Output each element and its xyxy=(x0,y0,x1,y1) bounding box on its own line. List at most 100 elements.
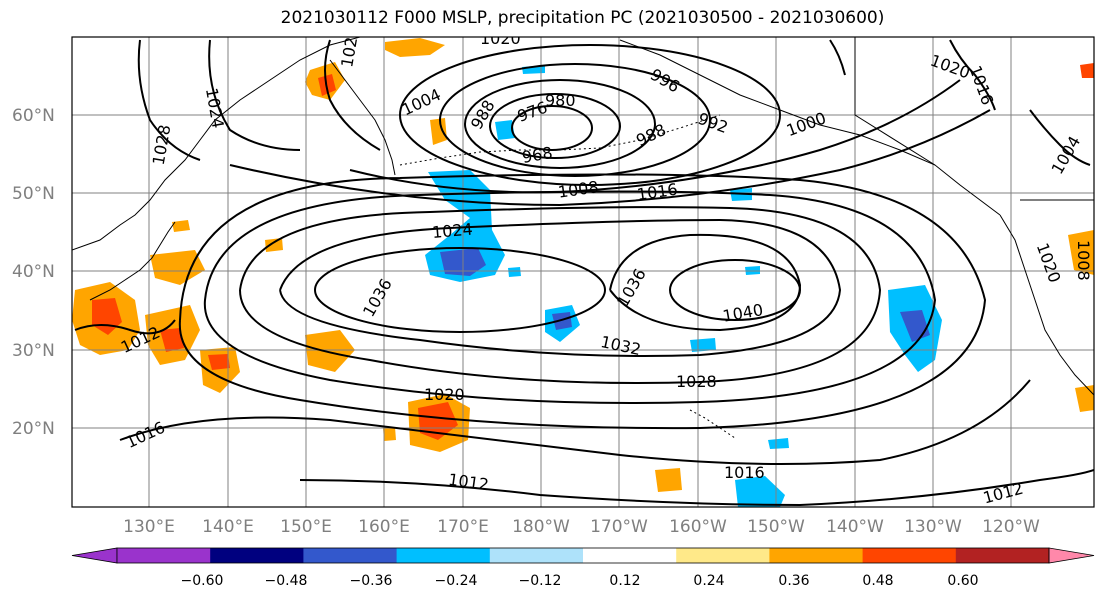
lat-label: 40°N xyxy=(12,262,55,282)
colorbar-segment xyxy=(303,548,398,563)
isobars xyxy=(74,39,1094,507)
colorbar-tick-label: 0.12 xyxy=(609,573,640,589)
colorbar-tick-label: 0.24 xyxy=(693,573,724,589)
colorbar-tick-label: −0.36 xyxy=(350,573,393,589)
precip-negative-patch xyxy=(508,267,521,277)
isobar-1020 xyxy=(178,173,987,430)
isobar-984 xyxy=(464,79,656,169)
precip-positive-patch xyxy=(1068,230,1094,275)
precip-positive-patch xyxy=(1075,385,1094,412)
colorbar-tick-label: 0.60 xyxy=(947,573,978,589)
precip-positive-patch xyxy=(172,220,190,232)
colorbar: −0.60 −0.48 −0.36 −0.24 −0.12 0.12 0.24 … xyxy=(71,547,1095,589)
isobar-1036 xyxy=(609,233,802,332)
precip-negative-patch xyxy=(735,476,785,507)
lat-labels: 60°N 50°N 40°N 30°N 20°N xyxy=(12,106,55,439)
graticule xyxy=(72,37,1094,507)
lon-label: 180°W xyxy=(512,517,570,537)
colorbar-tick-label: −0.12 xyxy=(519,573,562,589)
colorbar-segment xyxy=(210,548,304,563)
colorbar-tick-label: −0.48 xyxy=(265,573,308,589)
lon-label: 170°W xyxy=(590,517,648,537)
lat-label: 60°N xyxy=(12,106,55,126)
isobar-1004 xyxy=(1029,109,1091,166)
isobar-1016 xyxy=(119,379,1031,465)
colorbar-outline xyxy=(116,547,1050,564)
lon-label: 150°W xyxy=(747,517,805,537)
coastline-asia xyxy=(72,37,361,251)
lon-label: 130°W xyxy=(904,517,962,537)
colorbar-tick-label: 0.48 xyxy=(862,573,893,589)
lon-labels: 130°E 140°E 150°E 160°E 170°E 180°W 170°… xyxy=(123,517,1040,537)
coastline-alaska xyxy=(619,39,1001,216)
colorbar-arrow-left xyxy=(71,547,118,564)
lon-label: 140°E xyxy=(202,517,254,537)
precip-positive-patch xyxy=(150,250,205,285)
colorbar-tick-label: −0.24 xyxy=(435,573,478,589)
precip-negative-patch xyxy=(690,338,716,352)
isobar-label: 980 xyxy=(545,91,576,110)
isobar-1012 xyxy=(74,319,176,335)
lon-label: 160°W xyxy=(669,517,727,537)
isobar-1012 xyxy=(299,469,1094,507)
isobar-1000 xyxy=(399,44,781,186)
colorbar-segment xyxy=(583,548,677,563)
precip-positive-patch xyxy=(1080,63,1094,78)
isobar-label: 1020 xyxy=(424,385,465,404)
precip-positive-patch xyxy=(430,118,447,145)
precip-positive-patch xyxy=(383,427,396,441)
colorbar-segment xyxy=(489,548,584,563)
isobar-1020 xyxy=(324,39,381,151)
lon-label: 140°W xyxy=(826,517,884,537)
colorbar-segment xyxy=(117,548,211,563)
colorbar-segment xyxy=(955,548,1050,563)
lon-label: 130°E xyxy=(123,517,175,537)
lon-label: 160°E xyxy=(358,517,410,537)
precip-shading xyxy=(72,38,1094,507)
precip-positive-patch xyxy=(208,354,230,370)
precip-positive-patch xyxy=(655,468,682,492)
colorbar-segment xyxy=(769,548,864,563)
precip-positive-patch xyxy=(418,402,458,440)
coastline-na-west xyxy=(999,214,1094,396)
precip-positive-patch xyxy=(160,328,184,352)
colorbar-segments xyxy=(71,547,1095,564)
colorbar-segment xyxy=(676,548,770,563)
colorbar-segment xyxy=(396,548,491,563)
lat-label: 30°N xyxy=(12,341,55,361)
isobar-label: 1016 xyxy=(724,463,765,482)
isobar-992 xyxy=(439,63,711,177)
map-title: 2021030112 F000 MSLP, precipitation PC (… xyxy=(280,8,885,28)
coastline-japan xyxy=(89,221,176,301)
colorbar-tick-labels: −0.60 −0.48 −0.36 −0.24 −0.12 0.12 0.24 … xyxy=(181,573,979,589)
precip-positive-patch xyxy=(305,330,355,372)
isobar-1012 xyxy=(829,39,846,76)
isobar-976 xyxy=(489,93,621,159)
isobar-1024 xyxy=(203,190,937,405)
lat-label: 20°N xyxy=(12,419,55,439)
isobar-label: 1020 xyxy=(480,29,521,48)
isobar-label: 1024 xyxy=(431,219,473,241)
colorbar-segment xyxy=(862,548,957,563)
lon-label: 170°E xyxy=(437,517,489,537)
precip-positive-patch xyxy=(265,238,283,252)
isobar-label: 1008 xyxy=(1074,240,1093,281)
precip-positive-patch xyxy=(385,38,445,57)
isobar-968 xyxy=(511,105,593,151)
isobar-1032 xyxy=(279,218,842,357)
lat-label: 50°N xyxy=(12,184,55,204)
precip-negative-patch xyxy=(495,120,515,140)
isobar-1008 xyxy=(349,79,961,194)
isobar-1016 xyxy=(229,109,991,207)
isobar-1036 xyxy=(314,247,606,333)
isobar-label: 1028 xyxy=(676,372,717,391)
isobar-1020 xyxy=(949,39,996,111)
coastline-hawaii xyxy=(689,409,736,439)
colorbar-tick-label: −0.60 xyxy=(181,573,224,589)
lon-label: 150°E xyxy=(280,517,332,537)
map-frame xyxy=(71,36,1095,508)
isobar-1028 xyxy=(137,39,201,161)
coastline-kamchatka xyxy=(329,59,396,176)
isobar-1028 xyxy=(239,206,882,385)
colorbar-arrow-right xyxy=(1048,547,1095,564)
